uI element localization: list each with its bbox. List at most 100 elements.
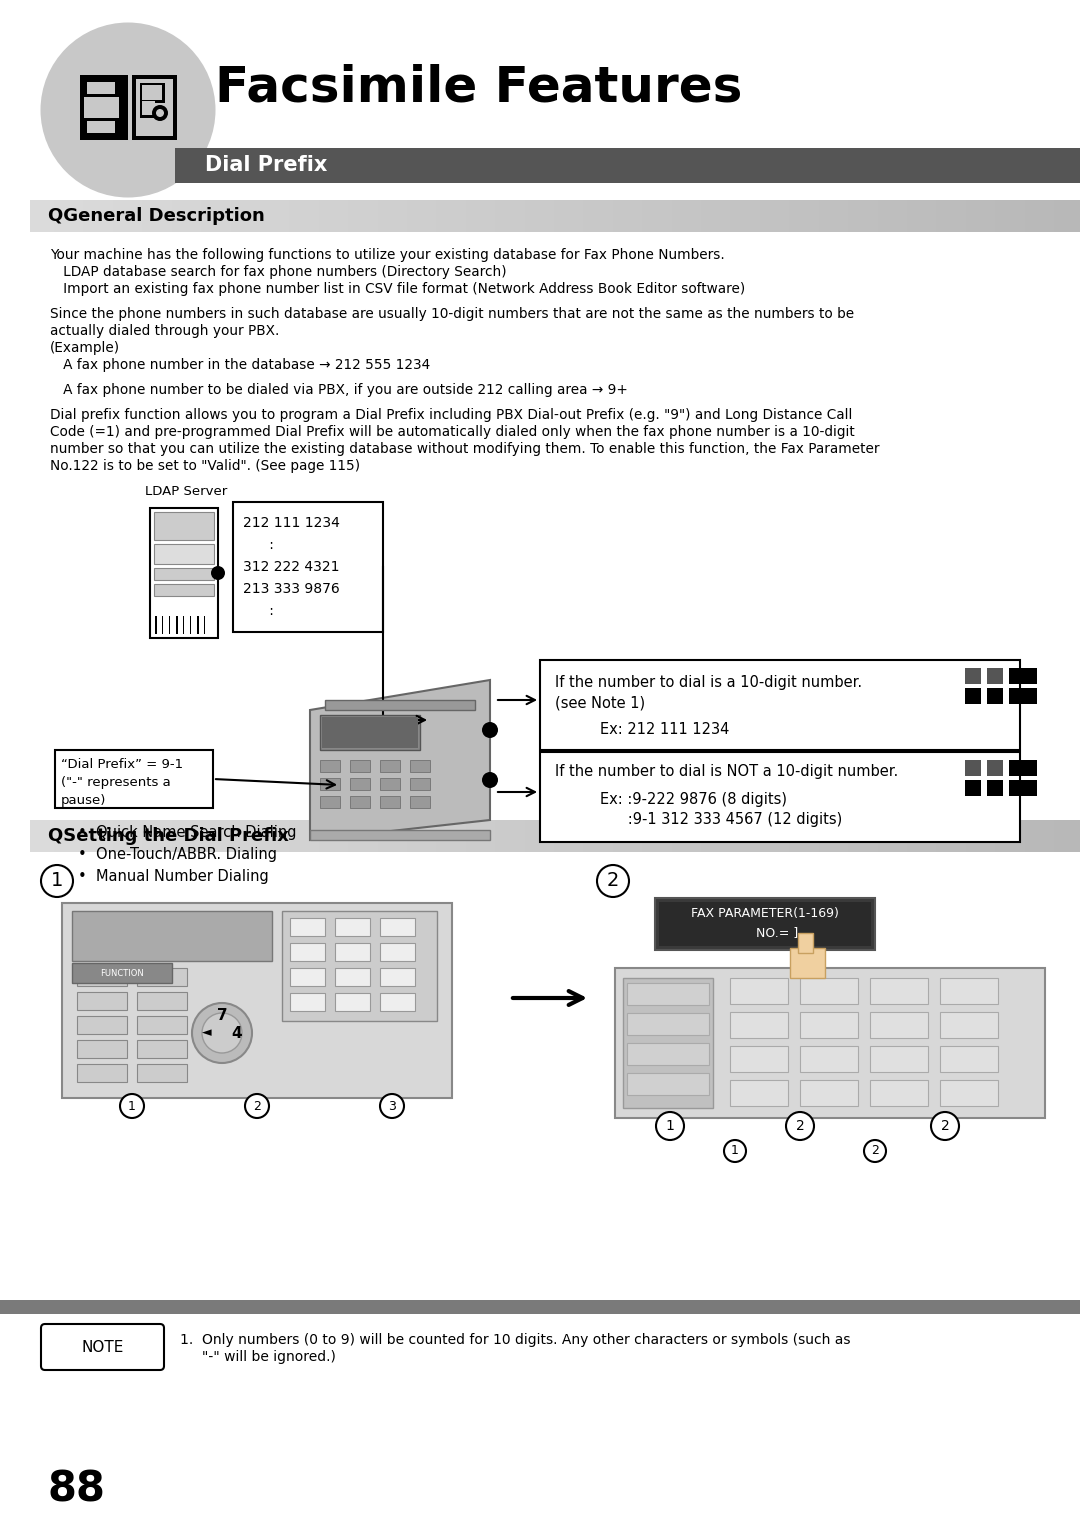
Text: 312 222 4321: 312 222 4321 xyxy=(243,559,339,575)
Text: LDAP Server: LDAP Server xyxy=(145,484,227,498)
Bar xyxy=(156,616,157,634)
Circle shape xyxy=(656,1112,684,1140)
Bar xyxy=(154,512,214,539)
Bar xyxy=(325,700,475,711)
Bar xyxy=(410,778,430,790)
Circle shape xyxy=(192,1002,252,1063)
Text: number so that you can utilize the existing database without modifying them. To : number so that you can utilize the exist… xyxy=(50,442,879,455)
Bar xyxy=(870,1012,928,1038)
Text: •  One-Touch/ABBR. Dialing: • One-Touch/ABBR. Dialing xyxy=(78,847,276,862)
Text: “Dial Prefix” = 9-1: “Dial Prefix” = 9-1 xyxy=(60,758,184,772)
Bar xyxy=(141,101,156,115)
Bar xyxy=(77,1016,127,1034)
Bar xyxy=(730,1080,788,1106)
Bar xyxy=(627,983,708,1005)
Text: (Example): (Example) xyxy=(50,341,120,354)
Text: 1.  Only numbers (0 to 9) will be counted for 10 digits. Any other characters or: 1. Only numbers (0 to 9) will be counted… xyxy=(180,1332,851,1348)
Bar xyxy=(940,1080,998,1106)
Bar xyxy=(335,918,370,937)
Text: 4: 4 xyxy=(232,1025,242,1041)
Bar xyxy=(137,1041,187,1057)
Bar xyxy=(987,779,1003,796)
Bar xyxy=(291,993,325,1012)
Bar xyxy=(987,759,1003,776)
Bar xyxy=(322,717,418,749)
Bar xyxy=(380,918,415,937)
Bar xyxy=(800,1047,858,1073)
Bar xyxy=(87,83,114,95)
Bar xyxy=(789,947,825,978)
Text: A fax phone number to be dialed via PBX, if you are outside 212 calling area → 9: A fax phone number to be dialed via PBX,… xyxy=(50,384,627,397)
Text: Since the phone numbers in such database are usually 10-digit numbers that are n: Since the phone numbers in such database… xyxy=(50,307,854,321)
Bar xyxy=(55,750,213,808)
Bar xyxy=(1009,668,1037,685)
Bar xyxy=(870,1047,928,1073)
Bar xyxy=(137,1016,187,1034)
Text: NOTE: NOTE xyxy=(82,1340,124,1354)
Bar xyxy=(730,978,788,1004)
Bar xyxy=(84,79,119,96)
Text: 2: 2 xyxy=(872,1144,879,1158)
Bar xyxy=(154,568,214,581)
Bar xyxy=(175,148,1080,183)
Bar xyxy=(137,1063,187,1082)
Text: Ex: :9-222 9876 (8 digits): Ex: :9-222 9876 (8 digits) xyxy=(600,792,787,807)
Bar xyxy=(154,584,214,596)
Text: 2: 2 xyxy=(796,1118,805,1132)
Bar xyxy=(940,978,998,1004)
Bar xyxy=(870,1080,928,1106)
Text: Facsimile Features: Facsimile Features xyxy=(215,64,742,112)
Polygon shape xyxy=(310,680,490,840)
Bar xyxy=(132,75,177,141)
Bar xyxy=(987,668,1003,685)
Text: If the number to dial is a 10-digit number.: If the number to dial is a 10-digit numb… xyxy=(555,675,862,691)
Bar xyxy=(335,943,370,961)
Bar xyxy=(310,830,490,840)
Text: :: : xyxy=(243,604,274,617)
Bar xyxy=(140,83,156,118)
Bar xyxy=(0,1300,1080,1314)
Bar xyxy=(380,759,400,772)
Bar xyxy=(72,911,272,961)
Bar xyxy=(141,86,162,99)
Circle shape xyxy=(152,105,168,121)
Bar xyxy=(136,79,173,136)
Text: actually dialed through your PBX.: actually dialed through your PBX. xyxy=(50,324,280,338)
Bar xyxy=(137,992,187,1010)
Bar xyxy=(380,993,415,1012)
Circle shape xyxy=(482,723,498,738)
Bar xyxy=(84,79,119,136)
Text: 88: 88 xyxy=(48,1468,106,1510)
Text: :9-1 312 333 4567 (12 digits): :9-1 312 333 4567 (12 digits) xyxy=(600,811,842,827)
Bar xyxy=(320,778,340,790)
Text: If the number to dial is NOT a 10-digit number.: If the number to dial is NOT a 10-digit … xyxy=(555,764,899,779)
Bar xyxy=(282,911,437,1021)
Bar xyxy=(410,759,430,772)
Bar xyxy=(800,978,858,1004)
Bar xyxy=(140,83,165,102)
Bar xyxy=(623,978,713,1108)
Bar xyxy=(540,660,1020,750)
Text: FAX PARAMETER(1-169): FAX PARAMETER(1-169) xyxy=(691,908,839,920)
Bar xyxy=(80,75,129,141)
Circle shape xyxy=(482,772,498,788)
Bar xyxy=(291,918,325,937)
Text: (see Note 1): (see Note 1) xyxy=(555,695,645,711)
Bar xyxy=(966,759,981,776)
Bar xyxy=(1009,759,1037,776)
Bar xyxy=(410,796,430,808)
Bar xyxy=(77,1063,127,1082)
Bar xyxy=(350,778,370,790)
Bar xyxy=(966,688,981,704)
Text: 3: 3 xyxy=(388,1100,396,1112)
Text: 2: 2 xyxy=(253,1100,261,1112)
Text: 212 111 1234: 212 111 1234 xyxy=(243,516,340,530)
Text: "-" will be ignored.): "-" will be ignored.) xyxy=(180,1351,336,1365)
Bar xyxy=(627,1073,708,1096)
Bar xyxy=(1009,779,1037,796)
Text: :: : xyxy=(243,538,274,552)
Circle shape xyxy=(41,865,73,897)
Bar xyxy=(77,1041,127,1057)
Bar xyxy=(987,688,1003,704)
Bar xyxy=(380,969,415,986)
